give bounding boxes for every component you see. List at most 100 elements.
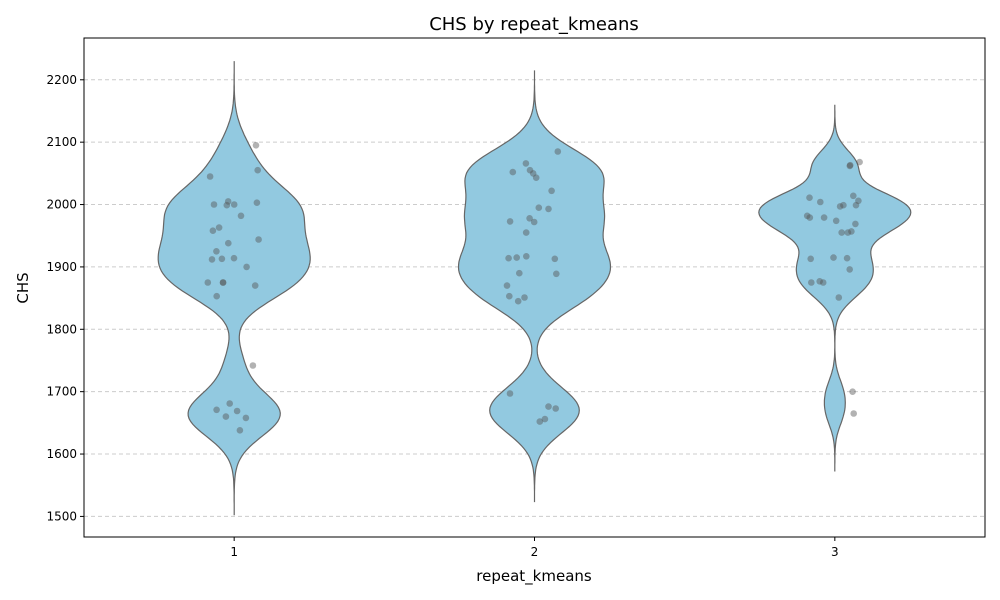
data-point	[242, 414, 250, 422]
data-point	[230, 201, 238, 208]
data-point	[856, 158, 863, 166]
data-point	[846, 162, 854, 170]
x-axis-ticks: 1 2 3	[230, 537, 839, 559]
x-tick-label: 2	[531, 545, 539, 559]
data-point	[230, 254, 238, 262]
data-point	[236, 427, 244, 434]
data-point	[251, 282, 259, 289]
data-point	[529, 170, 537, 177]
data-point	[223, 201, 231, 209]
data-point	[535, 204, 543, 211]
data-point	[506, 292, 513, 300]
data-point	[219, 279, 227, 286]
data-point	[819, 279, 827, 286]
data-point	[516, 269, 523, 277]
data-point	[852, 201, 860, 209]
x-tick-label: 3	[831, 545, 839, 559]
data-point	[548, 187, 555, 195]
data-point	[536, 418, 544, 425]
y-tick-label: 1600	[46, 447, 77, 461]
data-point	[237, 212, 245, 220]
data-point	[855, 197, 862, 205]
data-point	[218, 255, 226, 263]
data-point	[209, 227, 217, 234]
data-point	[255, 236, 262, 243]
data-point	[832, 217, 840, 225]
data-point	[850, 410, 857, 417]
data-point	[206, 173, 214, 180]
data-point	[530, 218, 538, 226]
y-tick-label: 2000	[46, 198, 77, 212]
data-point	[806, 194, 813, 201]
data-point	[843, 254, 851, 262]
data-point	[213, 406, 220, 414]
data-point	[225, 239, 232, 247]
data-point	[830, 254, 837, 261]
data-point	[226, 400, 233, 407]
data-point	[848, 228, 855, 235]
x-axis-label: repeat_kmeans	[476, 567, 592, 586]
data-point	[513, 254, 520, 261]
data-point	[541, 415, 549, 423]
data-point	[820, 214, 828, 221]
data-point	[252, 142, 260, 149]
data-point	[503, 282, 511, 289]
data-point	[219, 279, 227, 286]
data-point	[505, 254, 512, 262]
chart-title: CHS by repeat_kmeans	[429, 14, 639, 35]
data-points	[204, 142, 863, 434]
data-point	[224, 198, 232, 205]
data-point	[523, 252, 530, 260]
data-point	[850, 192, 857, 200]
violins	[157, 61, 912, 516]
violin-2	[457, 70, 612, 503]
data-point	[233, 407, 241, 415]
data-point	[506, 390, 514, 397]
violin-1	[157, 61, 311, 516]
y-tick-label: 2100	[46, 135, 77, 149]
data-point	[522, 160, 530, 167]
data-point	[840, 201, 847, 209]
y-axis-ticks: 1500 1600 1700 1800 1900 2000 2100 2200	[46, 73, 84, 523]
data-point	[253, 199, 261, 206]
data-point	[807, 255, 814, 263]
data-point	[526, 215, 533, 222]
x-tick-label: 1	[230, 545, 238, 559]
data-point	[208, 256, 216, 263]
data-point	[803, 212, 811, 220]
data-point	[552, 405, 559, 412]
data-point	[204, 279, 212, 286]
data-point	[554, 148, 562, 155]
data-point	[551, 255, 559, 263]
y-tick-label: 1500	[46, 509, 77, 523]
data-point	[514, 297, 522, 305]
data-point	[545, 205, 552, 213]
data-point	[526, 166, 534, 174]
data-point	[532, 174, 540, 181]
data-point	[808, 279, 815, 286]
data-point	[846, 161, 854, 169]
data-point	[816, 278, 823, 285]
data-point	[846, 266, 853, 273]
data-point	[553, 270, 560, 278]
y-tick-label: 1800	[46, 322, 77, 336]
violin-3	[758, 104, 912, 472]
data-point	[852, 220, 859, 228]
data-point	[817, 198, 824, 206]
data-point	[213, 248, 220, 255]
y-axis-label: CHS	[14, 272, 32, 303]
data-point	[213, 292, 220, 300]
y-tick-label: 1700	[46, 385, 77, 399]
data-point	[222, 413, 230, 420]
data-point	[844, 229, 852, 236]
data-point	[836, 203, 844, 210]
data-point	[243, 263, 250, 271]
data-point	[249, 362, 257, 369]
y-tick-label: 1900	[46, 260, 77, 274]
data-point	[838, 229, 845, 236]
y-tick-label: 2200	[46, 73, 77, 87]
data-point	[254, 166, 261, 174]
data-point	[210, 201, 218, 208]
data-point	[835, 294, 843, 301]
